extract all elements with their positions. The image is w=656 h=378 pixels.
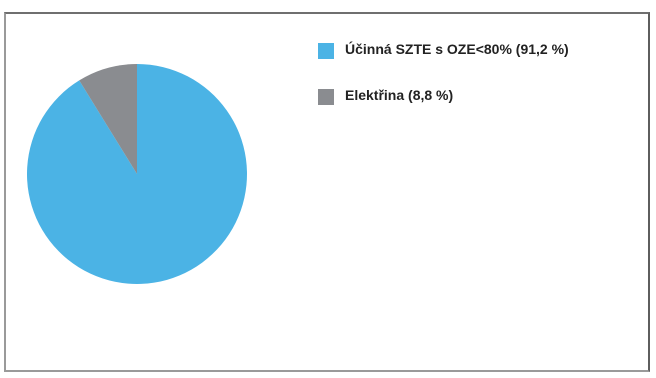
- legend-swatch: [318, 43, 334, 59]
- legend-item: Účinná SZTE s OZE<80% (91,2 %): [318, 40, 638, 62]
- legend-label: Elektřina (8,8 %): [345, 87, 454, 103]
- legend-swatch: [318, 89, 334, 105]
- pie-slice-1: [79, 64, 137, 174]
- legend-label: Účinná SZTE s OZE<80% (91,2 %): [345, 41, 569, 57]
- chart-legend: Účinná SZTE s OZE<80% (91,2 %) Elektřina…: [318, 40, 638, 132]
- legend-item: Elektřina (8,8 %): [318, 86, 638, 108]
- chart-frame: [4, 12, 650, 372]
